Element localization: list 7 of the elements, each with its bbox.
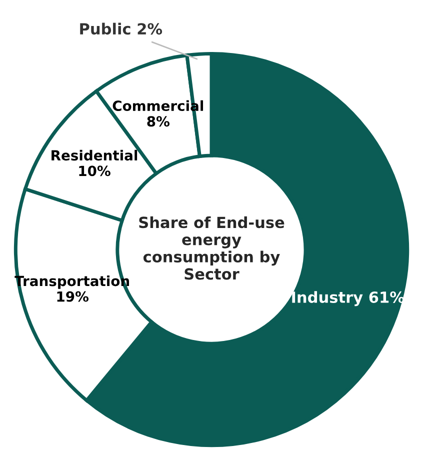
slice-label: Residential (52, 150, 138, 161)
slice-label: Public 2% (80, 22, 162, 35)
text: Share of End-use energy consumption by Sector (139, 216, 284, 280)
data-label: 10% (79, 166, 110, 176)
data-label: 8% (147, 116, 170, 127)
slice-label: Industry 61% (292, 291, 404, 306)
data-label: 19% (57, 291, 89, 302)
